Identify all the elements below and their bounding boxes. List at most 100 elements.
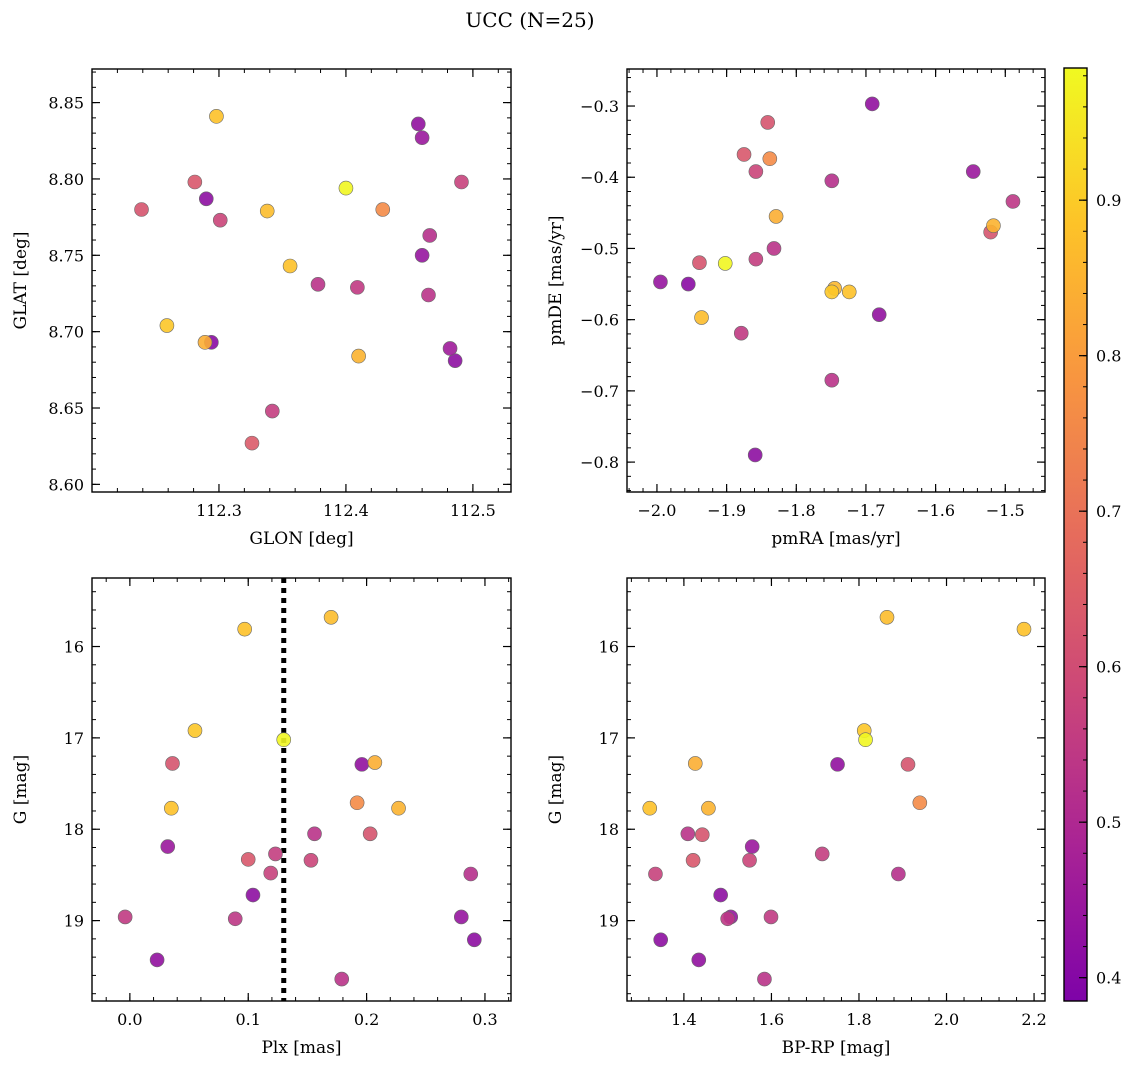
data-point <box>701 800 716 816</box>
data-point <box>334 971 350 987</box>
y-tick-label: 8.70 <box>48 323 84 342</box>
plot-frame <box>626 577 1046 1002</box>
data-point <box>653 274 668 290</box>
data-point <box>720 911 735 927</box>
data-point <box>259 203 275 219</box>
y-axis-label: GLAT [deg] <box>11 231 31 329</box>
plot-area <box>627 69 1045 492</box>
panel-1: 112.3 112.4 112.5 8.60 8.65 8.70 8.75 8.80 8.85 G… <box>11 68 512 549</box>
data-point <box>240 852 256 867</box>
colorbar: 0.4 0.5 0.6 0.7 0.8 0.9 <box>1063 67 1121 1002</box>
data-point <box>165 756 180 771</box>
data-point <box>687 756 703 771</box>
data-point <box>414 130 430 146</box>
x-axis-label: pmRA [mas/yr] <box>771 529 900 549</box>
data-point <box>391 800 406 816</box>
data-point <box>760 115 776 130</box>
data-point <box>824 372 840 388</box>
data-point <box>350 280 365 295</box>
data-point <box>733 325 749 341</box>
data-point <box>891 866 906 882</box>
y-tick-label: 8.80 <box>48 170 84 189</box>
data-point <box>768 209 784 224</box>
scatter-points <box>642 609 1032 987</box>
panel-4: 1.4 1.6 1.8 2.0 2.2 16 17 18 19 BP-RP [mag] G [mag… <box>546 577 1047 1058</box>
y-tick-label: 19 <box>599 912 619 931</box>
y-tick-label: 8.65 <box>48 399 84 418</box>
x-tick-label: 0.1 <box>236 1010 261 1029</box>
data-point <box>198 191 214 207</box>
data-point <box>414 248 430 263</box>
x-tick-label: 112.3 <box>196 501 242 520</box>
data-point <box>263 865 279 881</box>
data-point <box>713 887 728 903</box>
x-tick-label: 2.2 <box>1021 1010 1046 1029</box>
data-point <box>912 795 928 811</box>
y-tick-label: 16 <box>599 638 619 657</box>
data-point <box>323 609 339 625</box>
data-point <box>748 251 764 267</box>
data-point <box>149 952 165 968</box>
y-tick-label: 16 <box>64 638 84 657</box>
x-tick-label: 1.6 <box>759 1010 784 1029</box>
data-point <box>694 310 709 325</box>
x-tick-label: 112.4 <box>323 501 369 520</box>
scatter-points <box>653 96 1021 463</box>
data-point <box>362 826 378 842</box>
data-point <box>736 147 752 162</box>
x-tick-label: −1.8 <box>777 501 816 520</box>
data-point <box>187 174 203 190</box>
x-axis-label: Plx [mas] <box>261 1038 341 1058</box>
y-tick-label: 8.75 <box>48 246 84 265</box>
x-tick-label: −1.7 <box>847 501 886 520</box>
data-point <box>197 335 213 350</box>
panel-2: −2.0 −1.9 −1.8 −1.7 −1.6 −1.5 −0.8 −0.7 −0.6 −0.5… <box>546 68 1046 549</box>
colorbar-gradient <box>1064 68 1087 1001</box>
data-point <box>421 287 436 303</box>
data-point <box>160 839 176 854</box>
data-point <box>307 826 322 842</box>
data-point <box>757 971 772 987</box>
data-point <box>282 258 298 274</box>
y-tick-label: 18 <box>64 820 84 839</box>
data-point <box>134 202 149 217</box>
data-point <box>227 911 243 927</box>
x-tick-label: −1.6 <box>916 501 955 520</box>
data-point <box>1005 194 1021 209</box>
data-point <box>965 164 981 179</box>
data-point <box>717 256 733 271</box>
x-axis-label: GLON [deg] <box>249 529 353 549</box>
data-point <box>117 909 133 925</box>
x-tick-label: 2.0 <box>934 1010 959 1029</box>
data-point <box>349 795 365 811</box>
data-point <box>209 109 224 124</box>
data-point <box>986 218 1001 233</box>
data-point <box>762 151 778 167</box>
plot-frame <box>91 68 512 493</box>
y-axis-label: G [mag] <box>546 755 566 824</box>
y-tick-label: 19 <box>64 912 84 931</box>
y-tick-label: −0.8 <box>580 453 619 472</box>
data-point <box>879 609 895 625</box>
x-tick-label: 112.5 <box>450 501 496 520</box>
data-point <box>244 435 260 451</box>
data-point <box>159 318 175 333</box>
data-point <box>245 887 261 903</box>
data-point <box>744 839 760 854</box>
panel-3: 0.0 0.1 0.2 0.3 16 17 18 19 Plx [mas] G [mag] <box>11 577 512 1058</box>
data-point <box>766 241 782 256</box>
x-tick-label: 1.4 <box>671 1010 696 1029</box>
y-tick-label: 8.60 <box>48 475 84 494</box>
figure-title: UCC (N=25) <box>465 8 594 32</box>
scatter-points <box>134 109 469 451</box>
data-point <box>742 853 757 868</box>
scatter-points <box>117 578 482 1001</box>
data-point <box>747 447 763 463</box>
y-tick-label: 18 <box>599 820 619 839</box>
y-tick-label: 8.85 <box>48 94 84 113</box>
y-tick-label: −0.5 <box>580 239 619 258</box>
data-point <box>454 174 469 190</box>
data-point <box>467 932 482 948</box>
y-tick-label: 17 <box>599 729 619 748</box>
data-point <box>680 826 696 842</box>
